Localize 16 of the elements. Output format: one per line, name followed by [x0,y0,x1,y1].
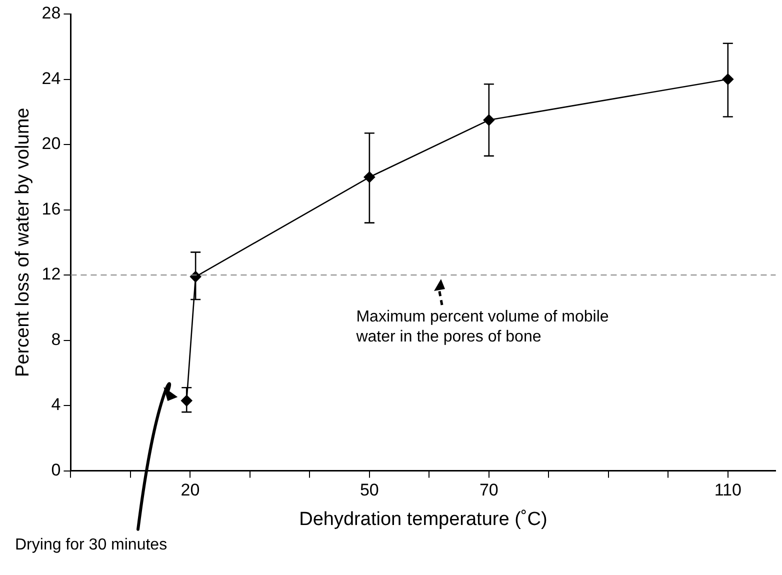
y-tick-label: 0 [51,460,61,480]
y-tick-label: 4 [51,395,61,414]
y-tick-label: 16 [42,199,61,218]
x-tick-label: 70 [479,480,498,500]
y-tick-label: 8 [51,330,61,349]
y-axis-title: Percent loss of water by volume [12,108,34,378]
y-tick-label: 20 [42,134,61,154]
y-tick-label: 28 [42,4,61,23]
x-tick-label: 50 [360,480,379,500]
ref-line-label: Maximum percent volume of mobile water in the pores of bone [355,308,609,346]
y-tick-label: 12 [42,264,61,284]
y-tick-label: 24 [42,68,61,88]
x-tick-label: 20 [180,480,200,500]
x-tick-label: 110 [714,480,742,500]
text: Drying for 30 minutes [15,536,168,554]
x-axis-title: Dehydration temperature (˚C) [299,508,548,530]
